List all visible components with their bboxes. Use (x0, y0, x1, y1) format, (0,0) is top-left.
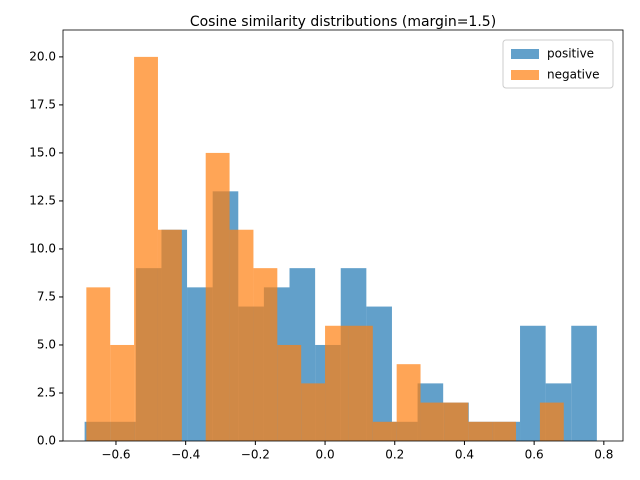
y-tick-label: 0.0 (37, 434, 56, 448)
x-tick-label: −0.4 (171, 448, 200, 462)
y-tick-label: 15.0 (29, 145, 56, 159)
y-tick-label: 12.5 (29, 193, 56, 207)
histogram-bar (468, 421, 493, 441)
x-tick-label: −0.2 (241, 448, 270, 462)
y-tick-label: 5.0 (37, 337, 56, 351)
legend-label: negative (547, 68, 599, 82)
histogram-bar (277, 344, 302, 441)
histogram-bar (229, 229, 254, 441)
x-tick-label: 0.6 (525, 448, 544, 462)
histogram-bar (372, 421, 397, 441)
histogram-bar (492, 421, 517, 441)
x-tick-label: −0.6 (101, 448, 130, 462)
histogram-bar (539, 402, 564, 441)
y-tick-label: 17.5 (29, 97, 56, 111)
y-tick-label: 2.5 (37, 385, 56, 399)
histogram-bar (571, 325, 597, 441)
x-tick-label: 0.4 (455, 448, 474, 462)
y-tick-label: 7.5 (37, 289, 56, 303)
legend-label: positive (547, 47, 594, 61)
legend-swatch (511, 49, 539, 59)
histogram-bar (253, 268, 278, 441)
histogram-bar (444, 402, 469, 441)
histogram-bar (348, 325, 373, 441)
x-tick-label: 0.2 (385, 448, 404, 462)
y-tick-label: 20.0 (29, 49, 56, 63)
histogram-bar (325, 325, 349, 441)
histogram-bar (134, 56, 158, 442)
plot-frame (62, 29, 624, 442)
x-tick-label: 0.8 (594, 448, 613, 462)
x-tick-label: 0.0 (316, 448, 335, 462)
histogram-bar (396, 364, 421, 441)
histogram-bar (301, 383, 326, 441)
legend-swatch (511, 70, 539, 80)
histogram-bar (86, 287, 111, 441)
histogram-bar (420, 402, 445, 441)
histogram-bar (157, 229, 182, 441)
y-tick-label: 10.0 (29, 241, 56, 255)
chart-title: Cosine similarity distributions (margin=… (190, 14, 496, 30)
histogram-bar (110, 344, 135, 441)
histogram-bar (205, 152, 230, 441)
